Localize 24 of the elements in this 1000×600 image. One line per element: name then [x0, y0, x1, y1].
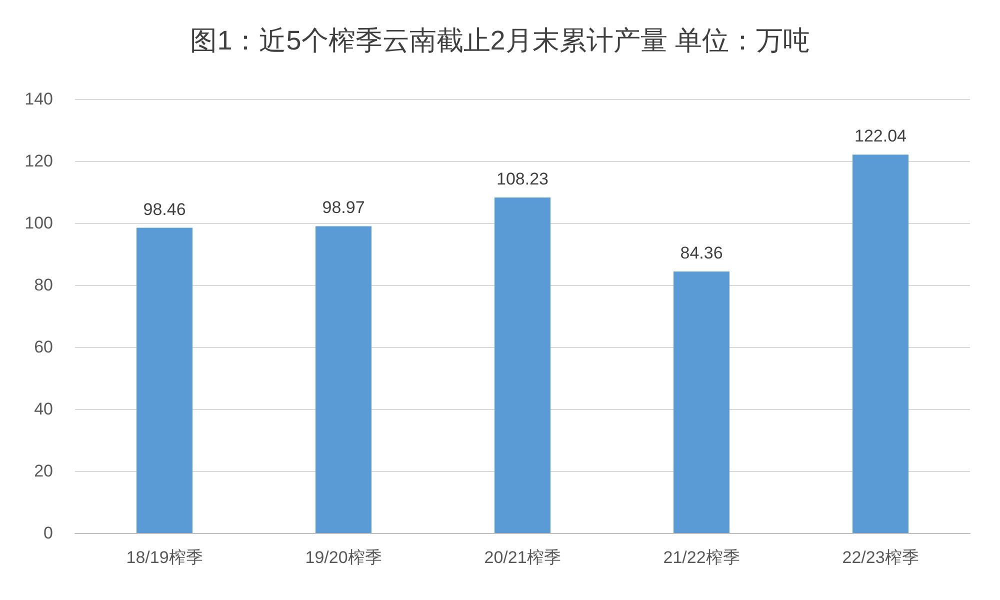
bar	[136, 228, 192, 533]
data-label: 98.46	[143, 200, 186, 219]
x-tick-label: 21/22榨季	[663, 548, 740, 567]
x-tick-label: 20/21榨季	[484, 548, 561, 567]
y-tick-label: 60	[34, 338, 53, 356]
y-tick-label: 140	[24, 90, 53, 108]
data-label: 122.04	[854, 126, 906, 146]
y-tick-label: 0	[44, 524, 53, 542]
bar	[852, 154, 908, 533]
bar	[316, 226, 372, 533]
x-tick-label: 22/23榨季	[842, 548, 919, 567]
bar	[674, 271, 730, 533]
bar	[494, 197, 550, 533]
y-tick-label: 100	[24, 214, 53, 232]
data-label: 98.97	[322, 198, 365, 218]
data-label: 84.36	[680, 243, 723, 262]
y-tick-label: 20	[34, 462, 53, 480]
x-tick-label: 19/20榨季	[305, 548, 382, 567]
data-label: 108.23	[496, 169, 548, 188]
y-tick-label: 80	[34, 276, 53, 294]
y-tick-label: 40	[34, 400, 53, 418]
x-tick-label: 18/19榨季	[126, 548, 203, 567]
chart-title: 图1：近5个榨季云南截止2月末累计产量 单位：万吨	[190, 26, 810, 56]
y-tick-label: 120	[24, 152, 53, 170]
